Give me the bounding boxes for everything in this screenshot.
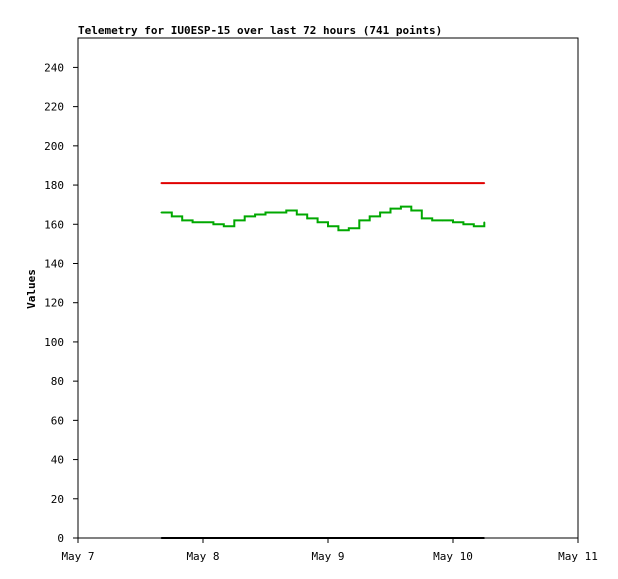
- green-series-point: [431, 219, 434, 222]
- y-tick-label: 240: [44, 61, 64, 74]
- green-series-point: [165, 211, 168, 214]
- green-series-point: [379, 211, 381, 214]
- y-tick-label: 220: [44, 101, 64, 114]
- y-tick-label: 80: [51, 375, 64, 388]
- green-series-point: [264, 211, 267, 214]
- green-series-point: [358, 219, 361, 222]
- y-tick-label: 140: [44, 257, 64, 270]
- green-series-point: [368, 215, 371, 218]
- x-tick-label: May 7: [61, 550, 94, 563]
- green-series-point: [223, 225, 225, 227]
- green-series-point: [348, 227, 350, 229]
- green-series-point: [306, 217, 309, 220]
- green-series-point: [421, 217, 423, 220]
- green-series-point: [171, 215, 173, 218]
- green-series-point: [181, 219, 183, 222]
- black-series: [160, 537, 486, 539]
- green-series: [160, 205, 486, 232]
- green-series-point: [327, 225, 329, 227]
- y-tick-label: 20: [51, 493, 64, 506]
- green-series-point: [296, 213, 298, 216]
- y-tick-label: 180: [44, 179, 64, 192]
- green-series-point: [212, 223, 215, 226]
- black-series-point: [160, 537, 163, 539]
- green-series-point: [400, 205, 402, 208]
- black-series-point: [483, 537, 486, 539]
- red-series: [160, 182, 486, 185]
- x-tick-label: May 9: [311, 550, 344, 563]
- green-series-point: [275, 211, 277, 214]
- green-series-point: [243, 215, 246, 218]
- x-tick-label: May 11: [558, 550, 598, 563]
- green-series-point: [462, 223, 465, 226]
- chart-title: Telemetry for IU0ESP-15 over last 72 hou…: [78, 24, 443, 37]
- red-series-point: [160, 182, 163, 184]
- y-tick-label: 0: [57, 532, 64, 545]
- y-tick-label: 100: [44, 336, 64, 349]
- y-axis: 0 20 40 60 80 100 120 140 160 180 200 220 240: [44, 61, 78, 545]
- y-axis-label: Values: [25, 269, 38, 309]
- y-tick-label: 200: [44, 140, 64, 153]
- y-tick-label: 60: [51, 414, 64, 427]
- green-series-point: [473, 225, 475, 227]
- green-series-point: [233, 219, 236, 222]
- green-series-point: [191, 221, 194, 224]
- x-tick-label: May 10: [433, 550, 473, 563]
- plot-area: [77, 37, 579, 539]
- green-series-point: [285, 209, 288, 212]
- green-series-point: [316, 221, 319, 224]
- series-layer: [160, 182, 486, 539]
- green-series-point: [202, 221, 204, 224]
- y-tick-label: 40: [51, 454, 64, 467]
- green-series-point: [410, 209, 413, 212]
- x-tick-label: May 8: [186, 550, 219, 563]
- green-series-point: [160, 211, 163, 214]
- red-series-point: [483, 182, 486, 184]
- y-tick-label: 120: [44, 297, 64, 310]
- green-series-point: [254, 213, 256, 216]
- x-axis: May 7 May 8 May 9 May 10 May 11: [61, 538, 598, 563]
- green-series-point: [483, 221, 486, 224]
- green-series-point: [441, 219, 444, 222]
- green-series-point: [337, 229, 340, 231]
- green-series-point: [452, 221, 454, 224]
- y-tick-label: 160: [44, 218, 64, 231]
- green-series-point: [389, 207, 392, 210]
